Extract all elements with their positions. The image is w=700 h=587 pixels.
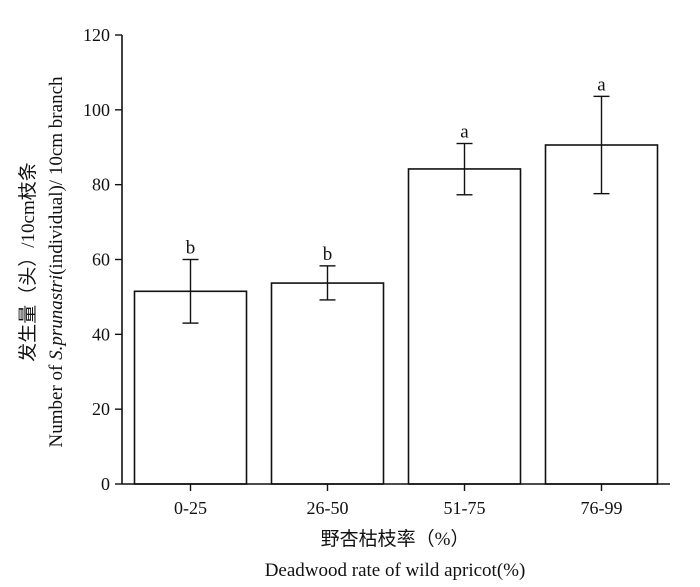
x-tick-label-76-99: 76-99 xyxy=(581,498,623,518)
y-axis-title-english: Number of S.prunastri(individual)/ 10cm … xyxy=(46,76,67,447)
x-axis: 0-25 26-50 51-75 76-99 xyxy=(122,483,670,518)
y-tick-label-60: 60 xyxy=(92,250,110,270)
x-axis-title-chinese: 野杏枯枝率（%） xyxy=(321,528,470,550)
bar-76-99 xyxy=(544,144,659,485)
y-tick-label-40: 40 xyxy=(92,324,110,344)
x-axis-title-english: Deadwood rate of wild apricot(%) xyxy=(265,560,526,581)
y-axis: 0 20 40 60 80 100 120 xyxy=(83,25,123,494)
x-tick-label-0-25: 0-25 xyxy=(174,498,207,518)
significance-label-51-75: a xyxy=(460,122,469,143)
y-tick-label-0: 0 xyxy=(101,474,110,494)
y-tick-label-20: 20 xyxy=(92,399,110,419)
bars-group xyxy=(133,144,659,485)
y-tick-label-100: 100 xyxy=(83,100,110,120)
error-bars-group xyxy=(182,95,610,324)
bar-51-75 xyxy=(407,168,522,485)
significance-label-26-50: b xyxy=(323,244,333,265)
significance-label-0-25: b xyxy=(186,238,196,259)
x-tick-label-26-50: 26-50 xyxy=(307,498,349,518)
x-tick-label-51-75: 51-75 xyxy=(444,498,486,518)
significance-label-76-99: a xyxy=(597,74,606,95)
y-axis-title-species: S.prunastri xyxy=(46,275,67,360)
y-axis-title-chinese: 发生量（头）/10cm枝条 xyxy=(17,162,39,362)
y-axis-title-prefix: Number of xyxy=(46,360,67,448)
y-tick-label-120: 120 xyxy=(83,25,110,45)
y-axis-title-suffix: (individual)/ 10cm branch xyxy=(46,76,67,275)
bar-26-50 xyxy=(270,282,385,485)
significance-labels-group: b b a a xyxy=(186,74,607,264)
y-tick-label-80: 80 xyxy=(92,175,110,195)
